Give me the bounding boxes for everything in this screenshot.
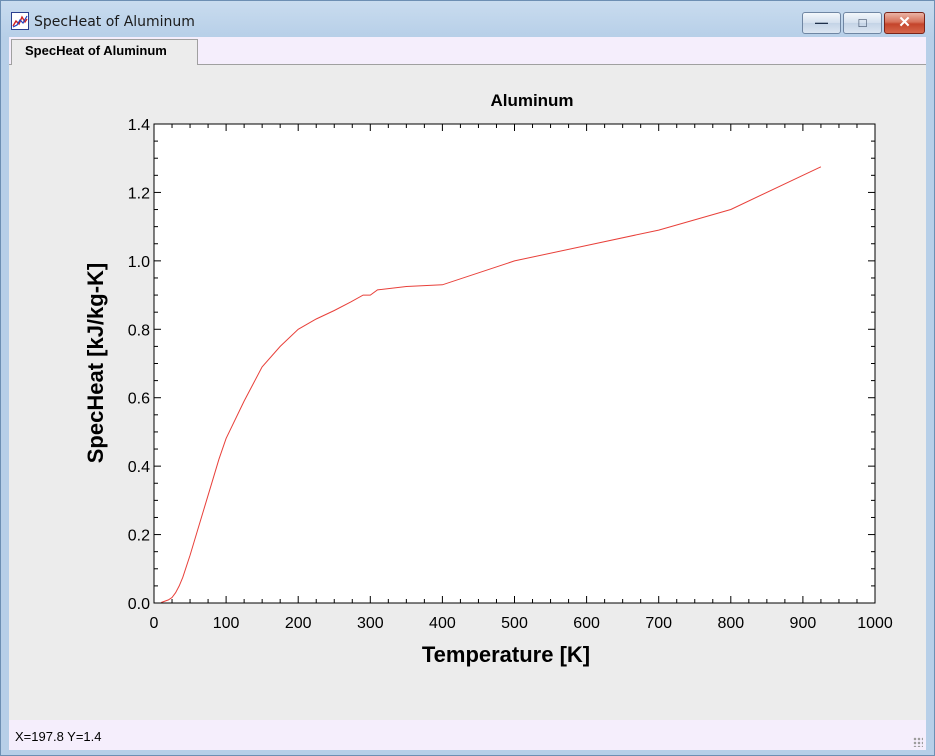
x-tick-label: 900: [790, 615, 817, 632]
series-line-specheat: [161, 166, 822, 603]
x-tick-label: 700: [645, 615, 672, 632]
x-axis-label: Temperature [K]: [422, 642, 590, 667]
status-bar: X=197.8 Y=1.4: [9, 720, 926, 750]
cursor-coordinates: X=197.8 Y=1.4: [15, 729, 102, 744]
maximize-icon: □: [858, 15, 867, 30]
client-area: SpecHeat of Aluminum 0 100 200 300 400 500 600…: [9, 37, 926, 750]
y-tick-label: 0.8: [128, 322, 150, 339]
x-tick-label: 300: [357, 615, 384, 632]
y-tick-label: 1.2: [128, 185, 150, 202]
title-bar[interactable]: SpecHeat of Aluminum — □ ✕: [1, 1, 934, 37]
x-tick-label: 800: [717, 615, 744, 632]
tab-specheat-aluminum[interactable]: SpecHeat of Aluminum: [11, 39, 198, 65]
y-tick-label: 0.2: [128, 528, 150, 545]
maximize-button[interactable]: □: [843, 12, 882, 34]
chart-area[interactable]: 0 100 200 300 400 500 600 700 800 900 1000 0.0 0.2 0.…: [9, 65, 926, 720]
y-tick-label: 0.0: [128, 596, 150, 613]
window-title: SpecHeat of Aluminum: [34, 14, 195, 30]
close-icon: ✕: [898, 14, 911, 31]
x-tick-label: 400: [429, 615, 456, 632]
x-tick-label: 0: [150, 615, 159, 632]
y-tick-label: 0.4: [128, 459, 150, 476]
resize-grip-icon[interactable]: [913, 737, 923, 747]
chart-title: Aluminum: [490, 91, 573, 110]
x-tick-label: 500: [501, 615, 528, 632]
x-tick-label: 100: [213, 615, 240, 632]
minimize-icon: —: [815, 15, 828, 30]
y-axis-label: SpecHeat [kJ/kg-K]: [83, 263, 108, 464]
x-tick-label: 200: [285, 615, 312, 632]
close-button[interactable]: ✕: [884, 12, 925, 34]
x-tick-label: 1000: [857, 615, 893, 632]
y-tick-label: 1.4: [128, 117, 150, 134]
x-tick-label: 600: [573, 615, 600, 632]
chart-app-icon: [11, 12, 29, 30]
plot-frame: [153, 123, 876, 604]
tab-strip: SpecHeat of Aluminum: [9, 37, 926, 65]
y-tick-label: 0.6: [128, 391, 150, 408]
plot-background: [154, 124, 875, 603]
y-tick-label: 1.0: [128, 254, 150, 271]
minimize-button[interactable]: —: [802, 12, 841, 34]
